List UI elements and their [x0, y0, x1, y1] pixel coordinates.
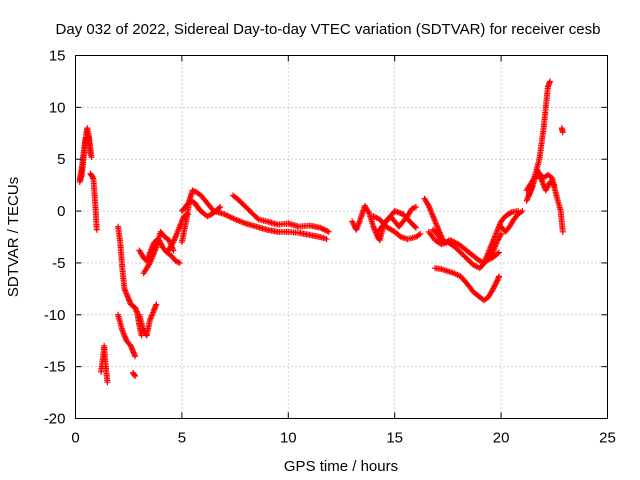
y-tick-label: 0	[57, 203, 65, 220]
plot-frame	[75, 55, 608, 419]
data-point	[412, 224, 419, 231]
data-point	[88, 154, 95, 161]
data-point	[494, 250, 501, 257]
data-point	[559, 129, 566, 136]
data-point	[411, 204, 418, 211]
y-tick-labels: -20 -15 -10 -5 0 5 10 15	[44, 48, 66, 428]
data-point	[323, 236, 330, 243]
grid	[75, 55, 608, 419]
data-point	[132, 353, 139, 360]
data-point	[131, 371, 138, 378]
x-tick-label: 0	[71, 430, 79, 447]
data-point	[495, 249, 502, 256]
y-tick-label: 15	[49, 48, 66, 65]
data-point	[216, 204, 223, 211]
x-tick-label: 15	[386, 430, 403, 447]
y-tick-label: -15	[44, 359, 66, 376]
y-axis-label: SDTVAR / TECUs	[5, 177, 22, 297]
x-tick-label: 5	[178, 430, 186, 447]
data-point	[493, 279, 500, 286]
data-point	[495, 273, 502, 280]
data-point	[411, 223, 418, 230]
y-tick-label: -20	[44, 411, 66, 428]
y-tick-label: 5	[57, 151, 65, 168]
data-point	[93, 226, 100, 233]
data-point	[519, 208, 526, 215]
data-point	[325, 228, 332, 235]
chart-title: Day 032 of 2022, Sidereal Day-to-day VTE…	[56, 21, 601, 38]
data-point	[176, 259, 183, 266]
data-point	[104, 379, 111, 386]
data-point	[87, 151, 94, 158]
data-point	[132, 372, 139, 379]
x-tick-label: 25	[599, 430, 616, 447]
data-point	[417, 230, 424, 237]
data-point	[170, 247, 177, 254]
data-point	[153, 301, 160, 308]
data-point	[559, 228, 566, 235]
y-tick-label: -10	[44, 307, 66, 324]
data-point	[507, 209, 514, 216]
axis-ticks	[75, 55, 608, 419]
data-point	[547, 78, 554, 85]
data-point	[138, 332, 145, 339]
data-point	[412, 203, 419, 210]
y-tick-label: 10	[49, 99, 66, 116]
x-tick-labels: 0 5 10 15 20 25	[71, 430, 616, 447]
x-tick-label: 10	[280, 430, 297, 447]
data-marks	[76, 78, 566, 386]
data-point	[217, 203, 224, 210]
x-tick-label: 20	[493, 430, 510, 447]
y-tick-label: -5	[52, 255, 65, 272]
x-axis-label: GPS time / hours	[284, 458, 398, 475]
data-point	[551, 182, 558, 189]
